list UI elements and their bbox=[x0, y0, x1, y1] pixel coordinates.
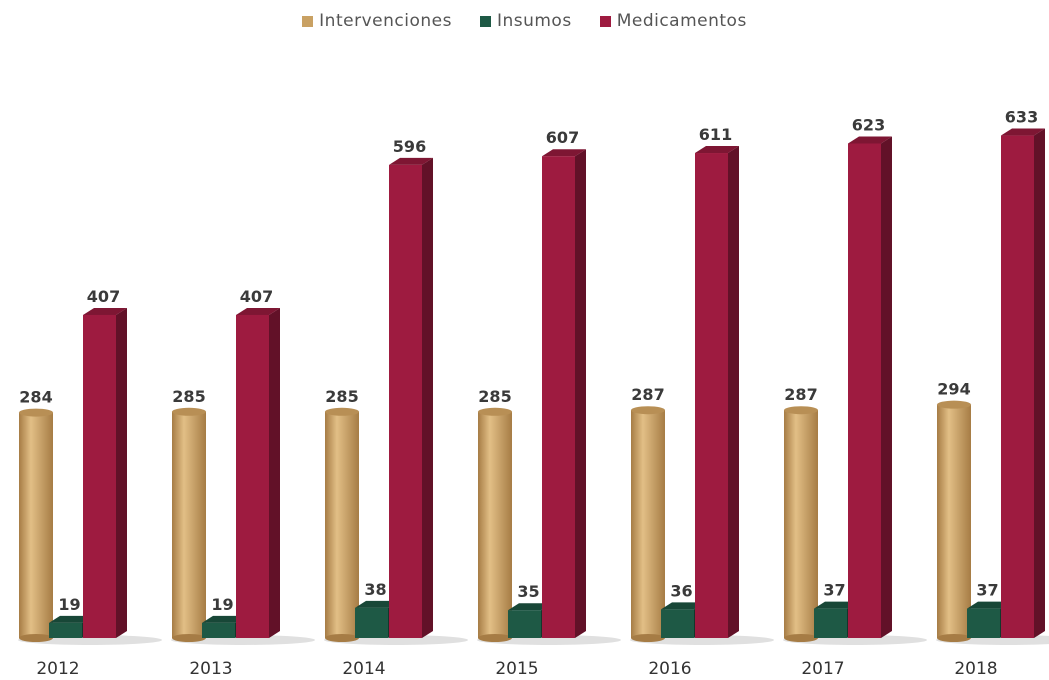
bar-intervenciones-top bbox=[937, 400, 971, 409]
bar-medicamentos-side bbox=[116, 307, 127, 638]
value-label-insumos: 37 bbox=[823, 581, 845, 600]
bar-insumos[interactable] bbox=[967, 608, 1000, 638]
value-label-medicamentos: 407 bbox=[240, 287, 273, 306]
bar-medicamentos[interactable] bbox=[83, 314, 116, 638]
legend-swatch-insumos bbox=[479, 15, 491, 27]
bar-insumos[interactable] bbox=[49, 622, 82, 638]
chart-legend: Intervenciones Insumos Medicamentos bbox=[0, 8, 1049, 34]
bar-intervenciones-top bbox=[325, 407, 359, 416]
bar-insumos-top bbox=[814, 601, 858, 609]
bar-intervenciones-base bbox=[19, 634, 53, 642]
bar-intervenciones-top bbox=[631, 406, 665, 415]
bar-medicamentos[interactable] bbox=[542, 156, 575, 638]
value-label-intervenciones: 284 bbox=[19, 388, 52, 407]
bar-medicamentos-top bbox=[236, 307, 280, 315]
bar-insumos-top bbox=[202, 615, 246, 623]
value-label-medicamentos: 623 bbox=[852, 115, 885, 134]
bar-insumos-top bbox=[661, 602, 705, 610]
bar-insumos[interactable] bbox=[508, 610, 541, 638]
bar-insumos-top bbox=[49, 615, 93, 623]
value-label-insumos: 36 bbox=[670, 581, 692, 600]
value-label-intervenciones: 294 bbox=[937, 380, 970, 399]
bar-medicamentos-side bbox=[1034, 128, 1045, 638]
value-label-intervenciones: 285 bbox=[325, 387, 358, 406]
bar-insumos[interactable] bbox=[355, 607, 388, 638]
bar-medicamentos-top bbox=[1001, 128, 1045, 136]
x-tick-label: 2017 bbox=[801, 659, 844, 679]
bar-intervenciones-base bbox=[631, 634, 665, 642]
bar-medicamentos[interactable] bbox=[236, 314, 269, 638]
bar-intervenciones[interactable] bbox=[325, 411, 359, 638]
value-label-intervenciones: 285 bbox=[478, 387, 511, 406]
legend-item-insumos[interactable]: Insumos bbox=[479, 11, 572, 31]
bar-medicamentos-top bbox=[695, 146, 739, 154]
value-label-insumos: 19 bbox=[58, 595, 80, 614]
value-label-insumos: 37 bbox=[976, 581, 998, 600]
bar-medicamentos-top bbox=[848, 136, 892, 144]
value-label-medicamentos: 633 bbox=[1005, 108, 1038, 127]
bar-medicamentos[interactable] bbox=[848, 143, 881, 638]
bar-medicamentos[interactable] bbox=[695, 153, 728, 639]
legend-label-intervenciones: Intervenciones bbox=[319, 11, 452, 31]
value-label-medicamentos: 611 bbox=[699, 125, 732, 144]
bar-medicamentos-top bbox=[389, 157, 433, 165]
bar-intervenciones[interactable] bbox=[478, 411, 512, 638]
bar-medicamentos-side bbox=[728, 146, 739, 639]
x-tick-label: 2018 bbox=[954, 659, 997, 679]
x-tick-label: 2015 bbox=[495, 659, 538, 679]
bar-intervenciones-top bbox=[19, 408, 53, 417]
value-label-insumos: 35 bbox=[517, 582, 539, 601]
legend-label-insumos: Insumos bbox=[496, 11, 572, 31]
bar-intervenciones[interactable] bbox=[19, 412, 53, 638]
bar-intervenciones-base bbox=[325, 634, 359, 642]
bar-intervenciones[interactable] bbox=[784, 410, 818, 638]
value-label-intervenciones: 287 bbox=[784, 385, 817, 404]
bar-medicamentos[interactable] bbox=[389, 164, 422, 639]
bar-insumos[interactable] bbox=[202, 622, 235, 638]
bar-medicamentos-top bbox=[542, 149, 586, 157]
bar-intervenciones-base bbox=[784, 634, 818, 642]
bar-intervenciones-top bbox=[172, 407, 206, 416]
legend-swatch-medicamentos bbox=[599, 15, 611, 27]
bar-intervenciones-base bbox=[478, 634, 512, 642]
bar-medicamentos-side bbox=[575, 149, 586, 638]
x-tick-label: 2012 bbox=[36, 659, 79, 679]
bar-insumos-top bbox=[355, 600, 399, 608]
bar-intervenciones[interactable] bbox=[172, 411, 206, 638]
bar-intervenciones[interactable] bbox=[631, 410, 665, 638]
value-label-medicamentos: 607 bbox=[546, 128, 579, 147]
value-label-insumos: 38 bbox=[364, 580, 386, 599]
value-label-insumos: 19 bbox=[211, 595, 233, 614]
bar-medicamentos-side bbox=[422, 157, 433, 639]
legend-item-intervenciones[interactable]: Intervenciones bbox=[302, 11, 452, 31]
bar-insumos-top bbox=[967, 601, 1011, 609]
bar-intervenciones-top bbox=[784, 406, 818, 415]
bar-intervenciones-base bbox=[937, 634, 971, 642]
value-label-intervenciones: 285 bbox=[172, 387, 205, 406]
bar-medicamentos-side bbox=[269, 307, 280, 638]
bar-insumos[interactable] bbox=[661, 609, 694, 638]
value-label-medicamentos: 407 bbox=[87, 287, 120, 306]
bar-medicamentos-top bbox=[83, 307, 127, 315]
x-axis-labels: 2012 2013 2014 2015 2016 2017 2018 bbox=[36, 659, 997, 679]
bars-group bbox=[19, 128, 1045, 642]
value-label-intervenciones: 287 bbox=[631, 385, 664, 404]
bar-intervenciones-base bbox=[172, 634, 206, 642]
x-tick-label: 2014 bbox=[342, 659, 385, 679]
value-labels: 284 19 407 285 19 407 285 38 596 285 35 607 287 36 611… bbox=[19, 108, 1038, 614]
legend-swatch-intervenciones bbox=[302, 15, 314, 27]
x-tick-label: 2013 bbox=[189, 659, 232, 679]
bar-intervenciones[interactable] bbox=[937, 404, 971, 638]
bar-medicamentos[interactable] bbox=[1001, 135, 1034, 638]
x-tick-label: 2016 bbox=[648, 659, 691, 679]
legend-item-medicamentos[interactable]: Medicamentos bbox=[599, 11, 747, 31]
bar-intervenciones-top bbox=[478, 407, 512, 416]
bar-insumos[interactable] bbox=[814, 608, 847, 638]
legend-label-medicamentos: Medicamentos bbox=[616, 11, 747, 31]
bar-insumos-top bbox=[508, 603, 552, 611]
bar-medicamentos-side bbox=[881, 136, 892, 638]
value-label-medicamentos: 596 bbox=[393, 137, 426, 156]
